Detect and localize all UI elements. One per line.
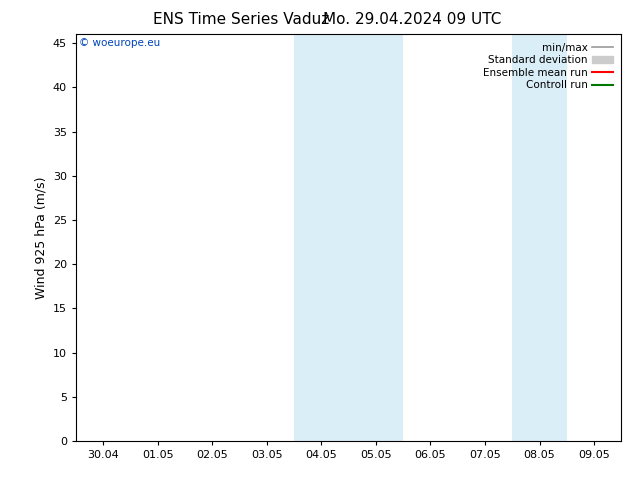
Text: © woeurope.eu: © woeurope.eu bbox=[79, 38, 160, 49]
Bar bbox=[512, 34, 567, 441]
Text: Mo. 29.04.2024 09 UTC: Mo. 29.04.2024 09 UTC bbox=[323, 12, 501, 27]
Legend: min/max, Standard deviation, Ensemble mean run, Controll run: min/max, Standard deviation, Ensemble me… bbox=[480, 40, 616, 94]
Y-axis label: Wind 925 hPa (m/s): Wind 925 hPa (m/s) bbox=[34, 176, 48, 299]
Text: ENS Time Series Vaduz: ENS Time Series Vaduz bbox=[153, 12, 329, 27]
Bar bbox=[294, 34, 403, 441]
